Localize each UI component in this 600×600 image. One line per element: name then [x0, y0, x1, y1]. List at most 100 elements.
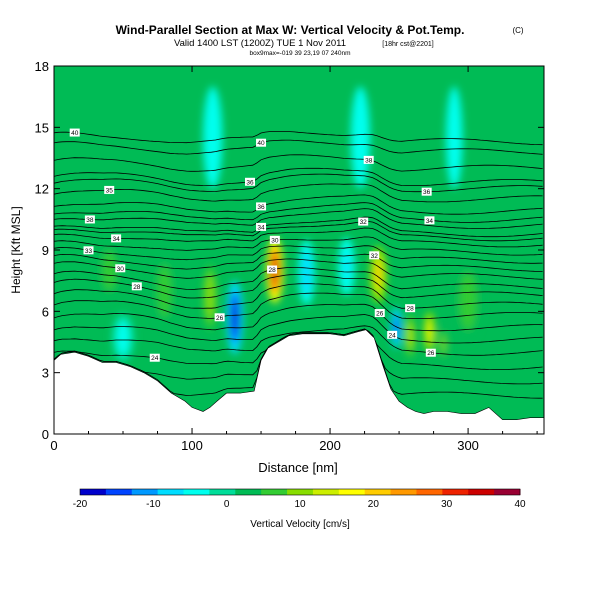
velocity-cell-peak — [441, 335, 445, 353]
isentrope-label-box — [115, 264, 126, 273]
isentrope-label-box — [83, 246, 94, 255]
x-axis-label: Distance [nm] — [258, 460, 337, 475]
colorbar-swatch — [183, 489, 210, 495]
isentrope-label: 40 — [257, 140, 265, 147]
isentrope-label-box — [358, 217, 369, 226]
isentrope-line — [54, 303, 543, 332]
y-tick-label: 9 — [42, 243, 49, 258]
colorbar-tick-label: 40 — [514, 499, 526, 510]
colorbar-tick-label: -20 — [73, 499, 88, 510]
isentrope-line — [54, 183, 543, 203]
velocity-cell-peak — [408, 325, 412, 346]
isentrope-label-box — [421, 187, 432, 196]
isentrope-label-box — [256, 222, 267, 231]
y-tick-label: 3 — [42, 366, 49, 381]
isentrope-line — [54, 292, 543, 319]
isentrope-label-box — [111, 234, 122, 243]
isentrope-line — [54, 216, 543, 238]
colorbar-label: Vertical Velocity [cm/s] — [250, 519, 350, 530]
isentrope-line — [54, 258, 543, 280]
x-tick-label: 100 — [181, 438, 203, 453]
isentrope-line — [54, 220, 543, 242]
isentrope-label: 36 — [257, 204, 265, 211]
isentrope-label-box — [424, 216, 435, 225]
colorbar-swatch — [261, 489, 288, 495]
isentrope-line — [54, 173, 543, 193]
colorbar-swatch — [80, 489, 107, 495]
isentrope-label-box — [256, 138, 267, 147]
colorbar-frame — [79, 488, 521, 496]
x-tick-label: 300 — [457, 438, 479, 453]
isentrope-label: 30 — [271, 237, 279, 244]
isentrope-label: 26 — [216, 315, 224, 322]
isentropes — [54, 131, 543, 399]
y-tick-label: 15 — [35, 120, 49, 135]
colorbar-swatch — [390, 489, 417, 495]
isentrope-line — [54, 236, 543, 256]
isentrope-label-box — [84, 215, 95, 224]
chart-title: Wind-Parallel Section at Max W: Vertical… — [116, 23, 465, 37]
colorbar-swatch — [416, 489, 443, 495]
isentrope-label-box — [69, 128, 80, 137]
colorbar-swatch — [338, 489, 366, 495]
isentrope-label: 32 — [371, 253, 379, 260]
isentrope-label: 35 — [106, 187, 114, 194]
isentrope-line — [54, 202, 543, 223]
isentrope-label: 28 — [406, 306, 414, 313]
isentrope-label: 40 — [71, 130, 79, 137]
isentrope-line — [54, 245, 543, 264]
isentrope-label-box — [214, 313, 225, 322]
isentrope-line — [54, 131, 543, 146]
isentrope-line — [54, 325, 543, 356]
colorbar-tick-label: -10 — [146, 499, 161, 510]
isentrope-label: 28 — [133, 284, 141, 291]
colorbar-swatch — [287, 489, 314, 495]
colorbar-tick-label: 20 — [368, 499, 380, 510]
colorbar-tick-label: 10 — [294, 499, 306, 510]
colorbar-swatch — [442, 489, 469, 495]
velocity-cell-peak — [463, 282, 473, 320]
isentrope-label-box — [374, 309, 385, 318]
x-tick-label: 200 — [319, 438, 341, 453]
chart-subtitle-right: [18hr cst@2201] — [382, 41, 434, 48]
terrain — [54, 329, 544, 434]
isentrope-label-box — [149, 353, 160, 362]
isentrope-line — [54, 208, 543, 229]
colorbar-swatch — [494, 489, 521, 495]
velocity-cell-peak — [304, 257, 310, 288]
y-axis-label: Height [Kft MSL] — [9, 206, 23, 293]
isentrope-label: 33 — [85, 248, 93, 255]
isentrope-label-box — [104, 185, 115, 194]
velocity-cell-peak — [357, 114, 364, 161]
colorbar-tick-label: 30 — [441, 499, 453, 510]
isentrope-label-box — [267, 265, 278, 274]
isentrope-line — [54, 227, 543, 248]
chart-title-mark: (C) — [512, 26, 523, 35]
isentrope-label-box — [405, 304, 416, 313]
colorbar-tick-label: 0 — [224, 499, 230, 510]
isentrope-label: 34 — [112, 236, 120, 243]
isentrope-line — [54, 194, 543, 215]
isentrope-label: 26 — [427, 350, 435, 357]
plot-area: 40 40 38 36 36 35 36 34 38 34 32 34 30 33 32 30 28 28 28 26… — [54, 66, 544, 434]
isentrope-label: 34 — [257, 224, 265, 231]
isentrope-label: 28 — [268, 267, 276, 274]
velocity-cell-peak — [344, 253, 350, 280]
isentrope-line — [54, 139, 543, 155]
isentrope-labels: 40 40 38 36 36 35 36 34 38 34 32 34 30 33 32 30 28 28 28 26… — [69, 128, 436, 362]
colorbar-swatch — [105, 489, 133, 495]
isentrope-label-box — [369, 251, 380, 260]
isentrope-line — [54, 154, 543, 172]
isentrope-label-box — [363, 155, 374, 164]
chart-subtitle-2: box9max=-019 39 23,19 07 240nm — [249, 50, 350, 57]
y-tick-label: 6 — [42, 304, 49, 319]
isentrope-label: 36 — [423, 189, 431, 196]
colorbar-swatch — [131, 489, 159, 495]
isentrope-line — [54, 266, 543, 290]
isentrope-line — [54, 167, 543, 186]
isentrope-label: 30 — [117, 266, 125, 273]
isentrope-label: 38 — [86, 217, 94, 224]
velocity-cell-peak — [119, 326, 127, 349]
velocity-cell-peak — [427, 322, 432, 341]
